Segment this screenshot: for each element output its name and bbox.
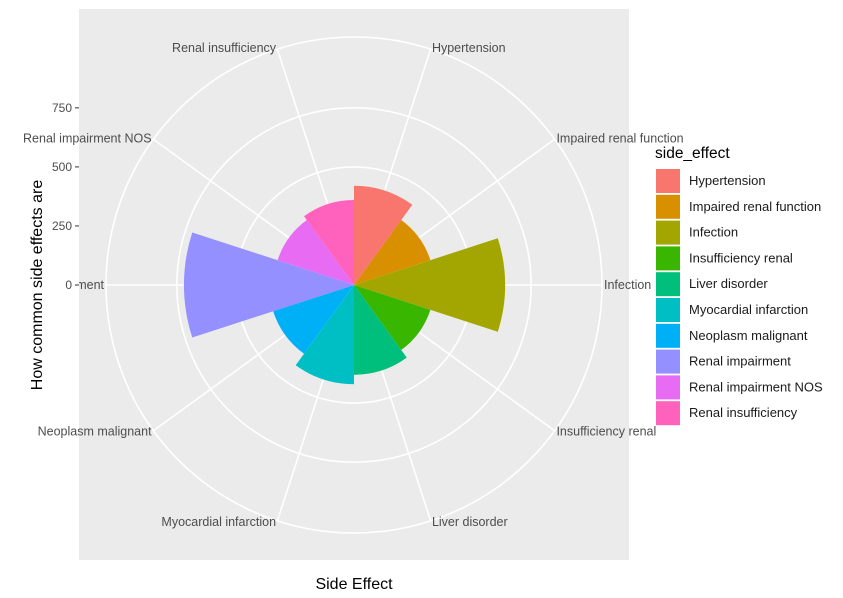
legend: Hypertension Impaired renal function Infec… <box>656 169 823 426</box>
x-axis-title: Side Effect <box>315 576 393 593</box>
legend-key-7 <box>656 349 680 374</box>
bar-0 <box>354 185 413 285</box>
legend-label-7: Renal impairment <box>689 354 791 369</box>
bar-8 <box>277 220 354 285</box>
category-label-6: Neoplasm malignant <box>38 424 152 438</box>
legend-label-2: Infection <box>689 225 738 240</box>
legend-key-6 <box>656 323 680 348</box>
legend-title: side_effect <box>655 145 730 162</box>
bars <box>183 185 506 385</box>
legend-key-3 <box>656 246 680 271</box>
category-labels: Hypertension Impaired renal function Infec… <box>0 41 684 529</box>
legend-key-4 <box>656 272 680 297</box>
bar-9 <box>304 199 354 285</box>
legend-label-1: Impaired renal function <box>689 199 821 214</box>
legend-key-8 <box>656 375 680 400</box>
category-label-9: Renal insufficiency <box>172 41 277 55</box>
y-axis: 0 250 500 750 <box>52 101 79 292</box>
bar-3 <box>354 285 431 350</box>
category-label-1: Impaired renal function <box>556 132 683 146</box>
legend-key-0 <box>656 169 680 193</box>
y-tick-label-3: 750 <box>52 101 72 115</box>
y-tick-label-2: 500 <box>52 160 72 174</box>
label-clip-cover <box>0 276 79 296</box>
legend-key-5 <box>656 298 680 322</box>
legend-label-6: Neoplasm malignant <box>689 328 808 343</box>
category-label-5: Myocardial infarction <box>161 515 276 529</box>
legend-key-1 <box>656 194 680 219</box>
legend-key-2 <box>656 220 680 245</box>
legend-key-9 <box>656 401 680 426</box>
legend-label-4: Liver disorder <box>689 276 768 291</box>
y-tick-label-1: 250 <box>52 219 72 233</box>
bar-4 <box>354 285 407 375</box>
category-label-0: Hypertension <box>432 41 506 55</box>
category-label-3: Insufficiency renal <box>556 424 656 438</box>
bar-6 <box>273 285 354 354</box>
legend-label-5: Myocardial infarction <box>689 302 808 317</box>
category-label-8: Renal impairment NOS <box>23 132 152 146</box>
bar-2 <box>354 238 506 332</box>
y-tick-label-0: 0 <box>65 278 72 292</box>
legend-label-3: Insufficiency renal <box>689 250 793 265</box>
category-label-4: Liver disorder <box>432 515 508 529</box>
bar-7 <box>183 232 354 338</box>
bar-1 <box>354 220 431 285</box>
legend-label-8: Renal impairment NOS <box>689 379 823 394</box>
y-axis-title: How common side effects are <box>29 180 46 391</box>
category-label-2: Infection <box>604 278 651 292</box>
legend-label-0: Hypertension <box>689 173 766 188</box>
bar-5 <box>295 285 354 385</box>
legend-label-9: Renal insufficiency <box>689 405 798 420</box>
